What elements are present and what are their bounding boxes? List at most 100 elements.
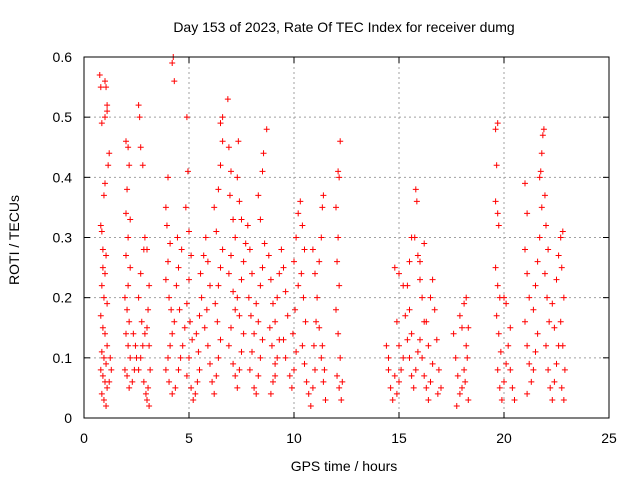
data-point: [259, 336, 266, 343]
data-point: [498, 396, 505, 403]
data-point: [299, 342, 306, 349]
data-point: [461, 300, 468, 307]
data-point: [127, 216, 134, 223]
x-axis-label: GPS time / hours: [291, 458, 398, 474]
data-point: [139, 342, 146, 349]
data-point: [235, 138, 242, 145]
data-point: [242, 240, 249, 247]
data-point: [312, 270, 318, 277]
data-point: [391, 264, 398, 271]
data-point: [501, 294, 507, 301]
data-point: [126, 318, 133, 325]
data-point: [298, 270, 305, 277]
data-point: [140, 378, 147, 385]
data-point: [493, 162, 500, 169]
data-point: [202, 234, 209, 241]
data-point: [175, 366, 182, 373]
data-point: [167, 342, 174, 349]
data-point: [144, 324, 150, 331]
data-point: [162, 366, 169, 373]
data-point: [230, 288, 237, 295]
data-point: [125, 144, 132, 151]
data-point: [162, 276, 169, 283]
data-point: [333, 204, 339, 211]
data-point: [204, 342, 211, 349]
data-point: [438, 384, 444, 391]
data-point: [289, 330, 296, 337]
data-point: [175, 264, 182, 271]
data-point: [316, 258, 323, 265]
data-point: [391, 372, 398, 379]
data-point: [276, 270, 283, 277]
data-point: [126, 162, 133, 169]
data-point: [228, 324, 234, 331]
data-point: [171, 318, 178, 325]
data-point: [492, 264, 499, 271]
data-point: [251, 330, 258, 337]
data-point: [212, 300, 219, 307]
data-point: [396, 342, 402, 349]
data-point: [238, 276, 245, 283]
data-point: [104, 342, 111, 349]
data-point: [291, 258, 297, 265]
data-point: [411, 234, 418, 241]
data-point: [538, 204, 545, 211]
data-point: [309, 246, 316, 253]
data-point: [454, 372, 461, 379]
data-point: [335, 234, 342, 241]
data-point: [136, 114, 143, 121]
data-point: [173, 282, 180, 289]
data-point: [100, 396, 107, 403]
data-point: [301, 246, 308, 253]
data-point: [507, 324, 514, 331]
data-point: [549, 300, 556, 307]
data-point: [538, 150, 545, 157]
data-point: [100, 294, 107, 301]
data-point: [169, 60, 176, 67]
data-point: [188, 252, 195, 259]
data-point: [429, 360, 436, 367]
data-point: [312, 366, 318, 373]
data-point: [214, 318, 221, 325]
data-point: [234, 294, 241, 301]
data-point: [534, 330, 541, 337]
data-point: [201, 324, 208, 331]
data-point: [268, 342, 275, 349]
data-point: [429, 276, 436, 283]
data-point: [126, 384, 133, 391]
data-point: [103, 84, 110, 91]
data-point: [267, 276, 274, 283]
data-point: [127, 264, 134, 271]
data-point: [544, 294, 551, 301]
data-point: [543, 342, 549, 349]
data-point: [425, 396, 432, 403]
data-point: [219, 114, 226, 121]
data-point: [385, 354, 392, 361]
data-point: [215, 186, 222, 193]
data-point: [265, 252, 272, 259]
data-point: [228, 252, 234, 259]
data-point: [494, 120, 501, 127]
data-point: [532, 348, 539, 355]
data-point: [193, 330, 200, 337]
data-point: [320, 192, 327, 199]
data-point: [333, 306, 339, 313]
x-tick-label: 5: [185, 430, 193, 446]
data-point: [559, 228, 566, 235]
data-point: [186, 354, 192, 361]
data-point: [234, 174, 241, 181]
data-point: [427, 378, 434, 385]
y-tick-label: 0.3: [53, 230, 73, 246]
data-point: [435, 366, 442, 373]
data-point: [492, 126, 499, 133]
x-tick-label: 25: [601, 430, 617, 446]
data-point: [452, 354, 459, 361]
data-point: [135, 366, 142, 373]
data-point: [163, 222, 170, 229]
data-point: [408, 330, 415, 337]
data-point: [225, 270, 232, 277]
data-point: [174, 234, 181, 241]
data-point: [419, 354, 426, 361]
data-point: [272, 372, 279, 379]
data-point: [257, 282, 264, 289]
